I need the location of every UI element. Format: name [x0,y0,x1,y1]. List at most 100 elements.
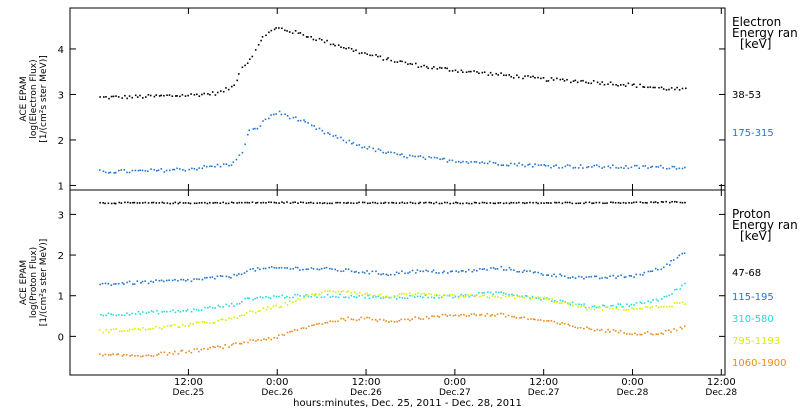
data-point-47-68 [204,201,206,204]
data-point-795-1193 [254,311,257,314]
data-point-115-195 [669,264,671,266]
data-point-795-1193 [537,296,539,298]
data-point-1060-1900 [379,318,381,321]
data-point-175-315 [668,167,671,170]
data-point-1060-1900 [446,315,449,317]
data-point-795-1193 [184,325,186,327]
data-point-115-195 [273,266,276,269]
data-point-38-53 [685,87,687,90]
data-point-1060-1900 [639,333,641,336]
data-point-1060-1900 [636,333,639,336]
data-point-1060-1900 [355,319,358,322]
data-point-310-580 [303,295,305,297]
x-tick-time-label: 12:00 [707,377,736,388]
data-point-795-1193 [583,305,585,307]
data-point-1060-1900 [579,326,582,329]
y-tick-label-electron: 3 [58,90,64,101]
data-point-38-53 [131,96,133,99]
data-point-47-68 [619,202,622,204]
data-point-38-53 [347,47,350,49]
data-point-115-195 [101,282,104,285]
data-point-38-53 [615,84,617,86]
data-point-310-580 [284,297,286,299]
data-point-47-68 [201,202,203,204]
data-point-175-315 [232,161,235,163]
data-point-175-315 [678,167,681,170]
data-point-38-53 [473,70,475,72]
data-point-47-68 [579,202,582,204]
data-point-38-53 [382,59,385,61]
data-point-175-315 [198,167,200,169]
data-point-795-1193 [224,319,227,321]
data-point-795-1193 [358,291,361,294]
x-tick-time-label: 12:00 [174,377,203,388]
data-point-47-68 [475,202,477,204]
data-point-175-315 [553,165,555,167]
data-point-115-195 [201,278,204,281]
data-point-175-315 [446,161,449,163]
data-point-175-315 [638,167,640,169]
data-point-115-195 [325,266,328,269]
data-point-38-53 [559,78,562,81]
data-point-47-68 [614,202,617,204]
data-point-38-53 [537,76,539,79]
data-point-47-68 [255,202,257,204]
data-point-175-315 [275,113,277,115]
data-point-175-315 [650,166,652,169]
data-point-175-315 [114,171,117,174]
data-point-795-1193 [491,295,494,297]
data-point-47-68 [403,202,406,204]
data-point-175-315 [494,162,497,164]
data-point-1060-1900 [607,328,609,331]
data-point-1060-1900 [548,320,550,322]
data-point-47-68 [492,202,495,205]
data-point-38-53 [352,50,355,52]
data-point-175-315 [497,164,499,166]
data-point-795-1193 [203,321,206,324]
data-point-38-53 [227,88,230,91]
data-point-1060-1900 [425,316,428,318]
data-point-38-53 [601,81,603,83]
data-point-175-315 [214,166,216,168]
data-point-47-68 [326,202,329,205]
data-point-310-580 [483,292,485,294]
data-point-310-580 [524,295,527,297]
data-point-310-580 [137,310,140,313]
data-point-115-195 [323,267,326,269]
data-point-38-53 [117,96,120,98]
data-point-175-315 [625,165,627,167]
data-point-175-315 [153,168,156,171]
data-point-1060-1900 [452,314,455,317]
data-point-795-1193 [119,330,121,332]
data-point-38-53 [603,83,606,86]
data-point-795-1193 [608,307,611,310]
data-point-310-580 [355,296,358,299]
data-point-795-1193 [500,297,502,299]
data-point-175-315 [465,161,468,163]
data-point-175-315 [321,129,324,132]
data-point-115-195 [606,277,608,279]
data-point-795-1193 [388,296,390,299]
data-point-38-53 [121,97,123,99]
data-point-310-580 [163,310,166,313]
data-point-38-53 [652,86,655,89]
data-point-175-315 [516,164,518,167]
data-point-47-68 [545,202,548,204]
data-point-38-53 [184,95,187,97]
data-point-795-1193 [639,307,641,310]
data-point-47-68 [508,202,511,205]
data-point-1060-1900 [137,355,139,357]
data-point-175-315 [313,125,315,127]
data-point-47-68 [174,201,177,204]
data-point-310-580 [115,314,118,317]
data-point-115-195 [171,279,174,282]
data-point-175-315 [288,117,291,120]
data-point-38-53 [225,87,227,89]
data-point-310-580 [578,303,580,306]
data-point-47-68 [241,201,243,204]
data-point-47-68 [244,201,246,204]
data-point-47-68 [617,201,620,204]
data-point-47-68 [585,201,587,204]
data-point-1060-1900 [196,348,198,350]
